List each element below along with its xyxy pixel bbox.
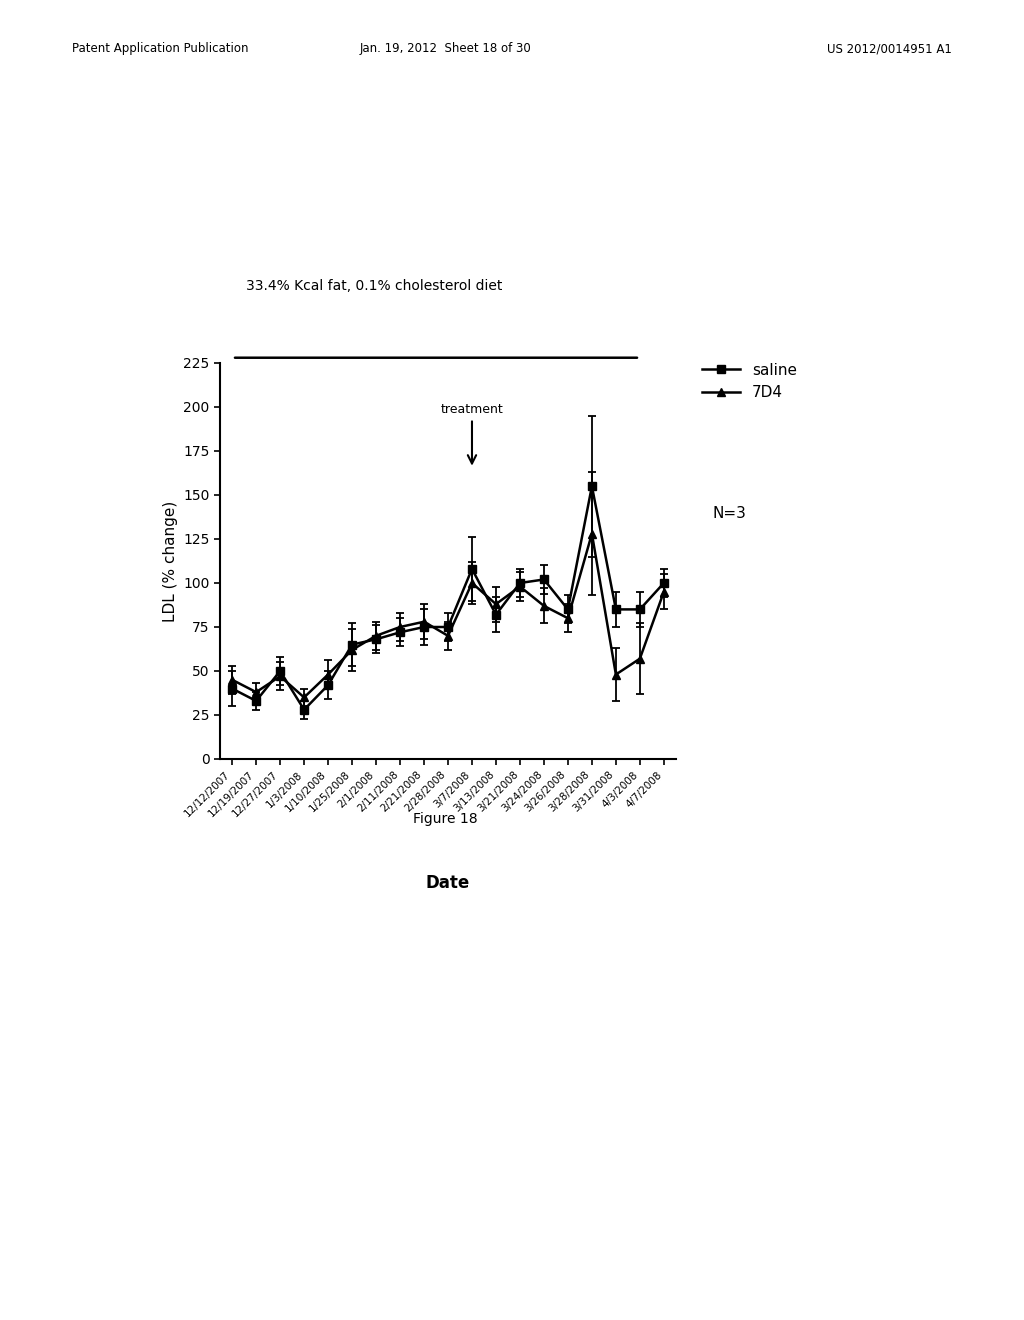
Text: N=3: N=3 (713, 506, 746, 521)
Text: US 2012/0014951 A1: US 2012/0014951 A1 (827, 42, 952, 55)
Text: Patent Application Publication: Patent Application Publication (72, 42, 248, 55)
Text: Figure 18: Figure 18 (413, 812, 478, 826)
X-axis label: Date: Date (426, 874, 470, 892)
Y-axis label: LDL (% change): LDL (% change) (163, 500, 178, 622)
Text: treatment: treatment (440, 403, 504, 463)
Text: Jan. 19, 2012  Sheet 18 of 30: Jan. 19, 2012 Sheet 18 of 30 (359, 42, 531, 55)
Text: 33.4% Kcal fat, 0.1% cholesterol diet: 33.4% Kcal fat, 0.1% cholesterol diet (246, 279, 502, 293)
Legend: saline, 7D4: saline, 7D4 (701, 363, 797, 400)
